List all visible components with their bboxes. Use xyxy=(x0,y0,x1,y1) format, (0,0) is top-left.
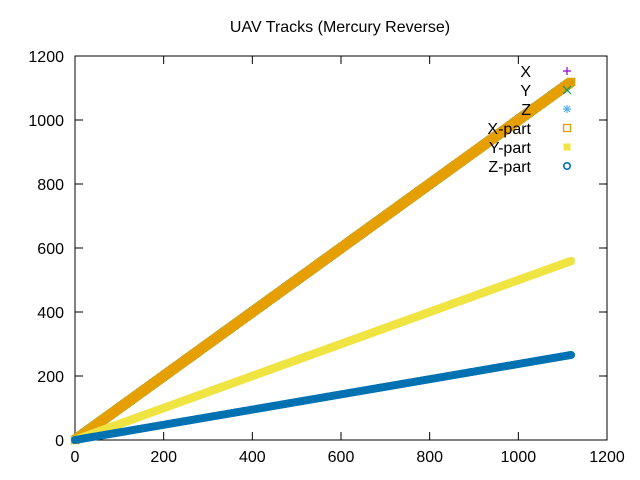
axis-ticks: 0 200 400 600 800 1000 1200 0 200 400 600 800 1000 12… xyxy=(28,49,624,466)
legend-marker xyxy=(562,123,572,133)
y-tick-label: 400 xyxy=(37,305,64,322)
legend-label: X-part xyxy=(487,121,531,138)
legend-item: X-part xyxy=(487,121,572,138)
legend-marker xyxy=(562,85,572,95)
legend-label: Z-part xyxy=(488,159,531,176)
data-point xyxy=(565,78,574,88)
y-tick-label: 600 xyxy=(37,241,64,258)
data-point xyxy=(564,79,573,88)
series-z-part xyxy=(71,350,576,444)
x-tick-label: 1000 xyxy=(501,449,537,466)
x-tick-label: 600 xyxy=(328,449,355,466)
legend: XYZ X-part Y-part Z-part xyxy=(487,64,572,176)
y-tick-label: 200 xyxy=(37,369,64,386)
legend-label: X xyxy=(520,64,531,81)
data-point xyxy=(566,77,576,87)
legend-item: Y-part xyxy=(489,140,571,157)
x-tick-label: 400 xyxy=(239,449,266,466)
legend-item: X xyxy=(520,64,571,81)
legend-marker xyxy=(563,143,571,151)
y-tick-label: 1000 xyxy=(28,113,64,130)
legend-label: Z xyxy=(521,102,531,119)
data-point xyxy=(567,350,576,359)
legend-item: Y xyxy=(520,83,572,100)
x-tick-label: 1200 xyxy=(589,449,625,466)
y-tick-label: 800 xyxy=(37,177,64,194)
series-y-part xyxy=(71,257,575,444)
legend-label: Y-part xyxy=(489,140,532,157)
y-tick-label: 1200 xyxy=(28,49,64,66)
chart-title: UAV Tracks (Mercury Reverse) xyxy=(230,19,450,36)
series-group xyxy=(70,77,576,445)
legend-item: Z-part xyxy=(488,159,571,176)
data-point xyxy=(567,257,575,265)
x-tick-label: 0 xyxy=(71,449,80,466)
legend-item: Z xyxy=(521,102,571,119)
x-tick-label: 800 xyxy=(416,449,443,466)
legend-label: Y xyxy=(520,83,531,100)
legend-marker xyxy=(562,162,571,171)
legend-marker xyxy=(563,105,571,113)
legend-marker xyxy=(563,67,571,75)
y-tick-label: 0 xyxy=(55,433,64,450)
x-tick-label: 200 xyxy=(150,449,177,466)
